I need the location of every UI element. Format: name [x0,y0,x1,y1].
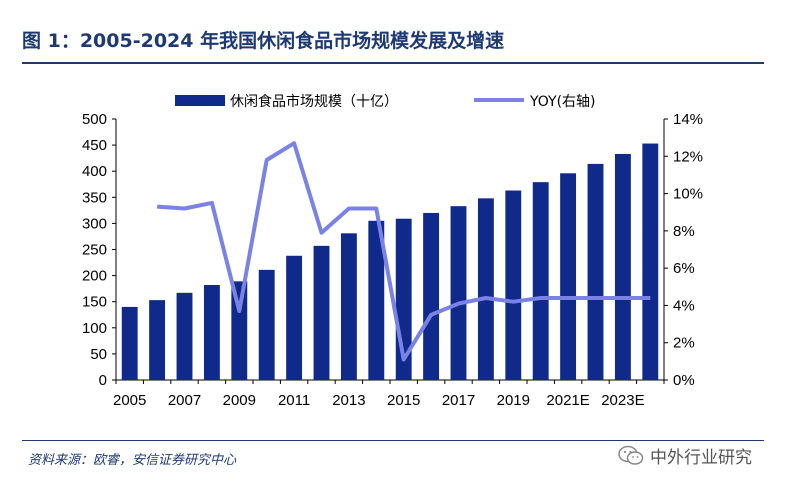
source-note: 资料来源：欧睿，安信证券研究中心 [28,453,237,468]
legend-line-label: YOY(右轴) [529,94,596,110]
x-tick-label: 2023E [601,392,644,409]
tick-labels: 0 50 100 150 200 250 300 350 400 450 500 0% 2% 4% 6% 8%… [82,111,703,409]
bar [258,269,275,380]
y-left-tick-label: 300 [82,215,107,232]
x-tick-label: 2009 [223,392,256,409]
y-right-tick-label: 10% [673,186,703,203]
y-right-tick-label: 6% [673,260,695,277]
y-right-tick-label: 8% [673,223,695,240]
bar [368,220,385,380]
bar [450,206,467,380]
y-left-tick-label: 250 [82,242,107,259]
y-right-tick-label: 2% [673,335,695,352]
x-tick-label: 2015 [387,392,420,409]
bar [642,143,659,380]
y-left-tick-label: 50 [90,346,107,363]
x-tick-label: 2017 [442,392,475,409]
page-title: 图 1：2005-2024 年我国休闲食品市场规模发展及增速 [22,30,505,52]
bar [560,173,577,380]
y-left-tick-label: 350 [82,189,107,206]
y-left-tick-label: 150 [82,294,107,311]
legend-bar-label: 休闲食品市场规模（十亿） [230,93,398,110]
watermark: 中外行业研究 [618,443,752,468]
y-right-tick-label: 14% [673,111,703,128]
bar [121,306,138,380]
y-right-tick-label: 12% [673,148,703,165]
bar [532,182,549,380]
yoy-line-series [156,141,651,362]
bar [203,284,220,380]
axes [112,118,668,384]
y-right-tick-label: 4% [673,297,695,314]
x-tick-label: 2019 [497,392,530,409]
x-tick-label: 2005 [113,392,146,409]
bar [587,163,604,380]
bar [477,198,494,380]
y-left-tick-label: 400 [82,163,107,180]
bar [340,233,357,380]
yoy-line [156,141,651,362]
x-tick-label: 2021E [546,392,589,409]
x-tick-label: 2007 [168,392,201,409]
y-left-tick-label: 500 [82,111,107,128]
y-right-tick-label: 0% [673,372,695,389]
y-left-tick-label: 100 [82,320,107,337]
title-divider [22,62,764,64]
legend-bar-swatch [175,95,225,106]
watermark-text: 中外行业研究 [650,448,752,468]
legend: 休闲食品市场规模（十亿） YOY(右轴) [175,93,596,110]
y-left-tick-label: 0 [99,372,107,389]
x-tick-label: 2011 [278,392,310,409]
chart: 休闲食品市场规模（十亿） YOY(右轴) 0 50 100 150 200 250 300 3… [82,93,703,409]
bar [614,153,631,380]
bar [149,300,166,380]
wechat-icon [618,445,644,465]
bar-series [121,143,659,380]
x-tick-label: 2013 [332,392,365,409]
bar [176,292,193,380]
bar [286,255,303,380]
bar [313,245,330,380]
bar [231,281,248,380]
source-divider [22,440,764,441]
bar [423,212,440,380]
bar [505,190,522,380]
y-left-tick-label: 200 [82,268,107,285]
y-left-tick-label: 450 [82,137,107,154]
